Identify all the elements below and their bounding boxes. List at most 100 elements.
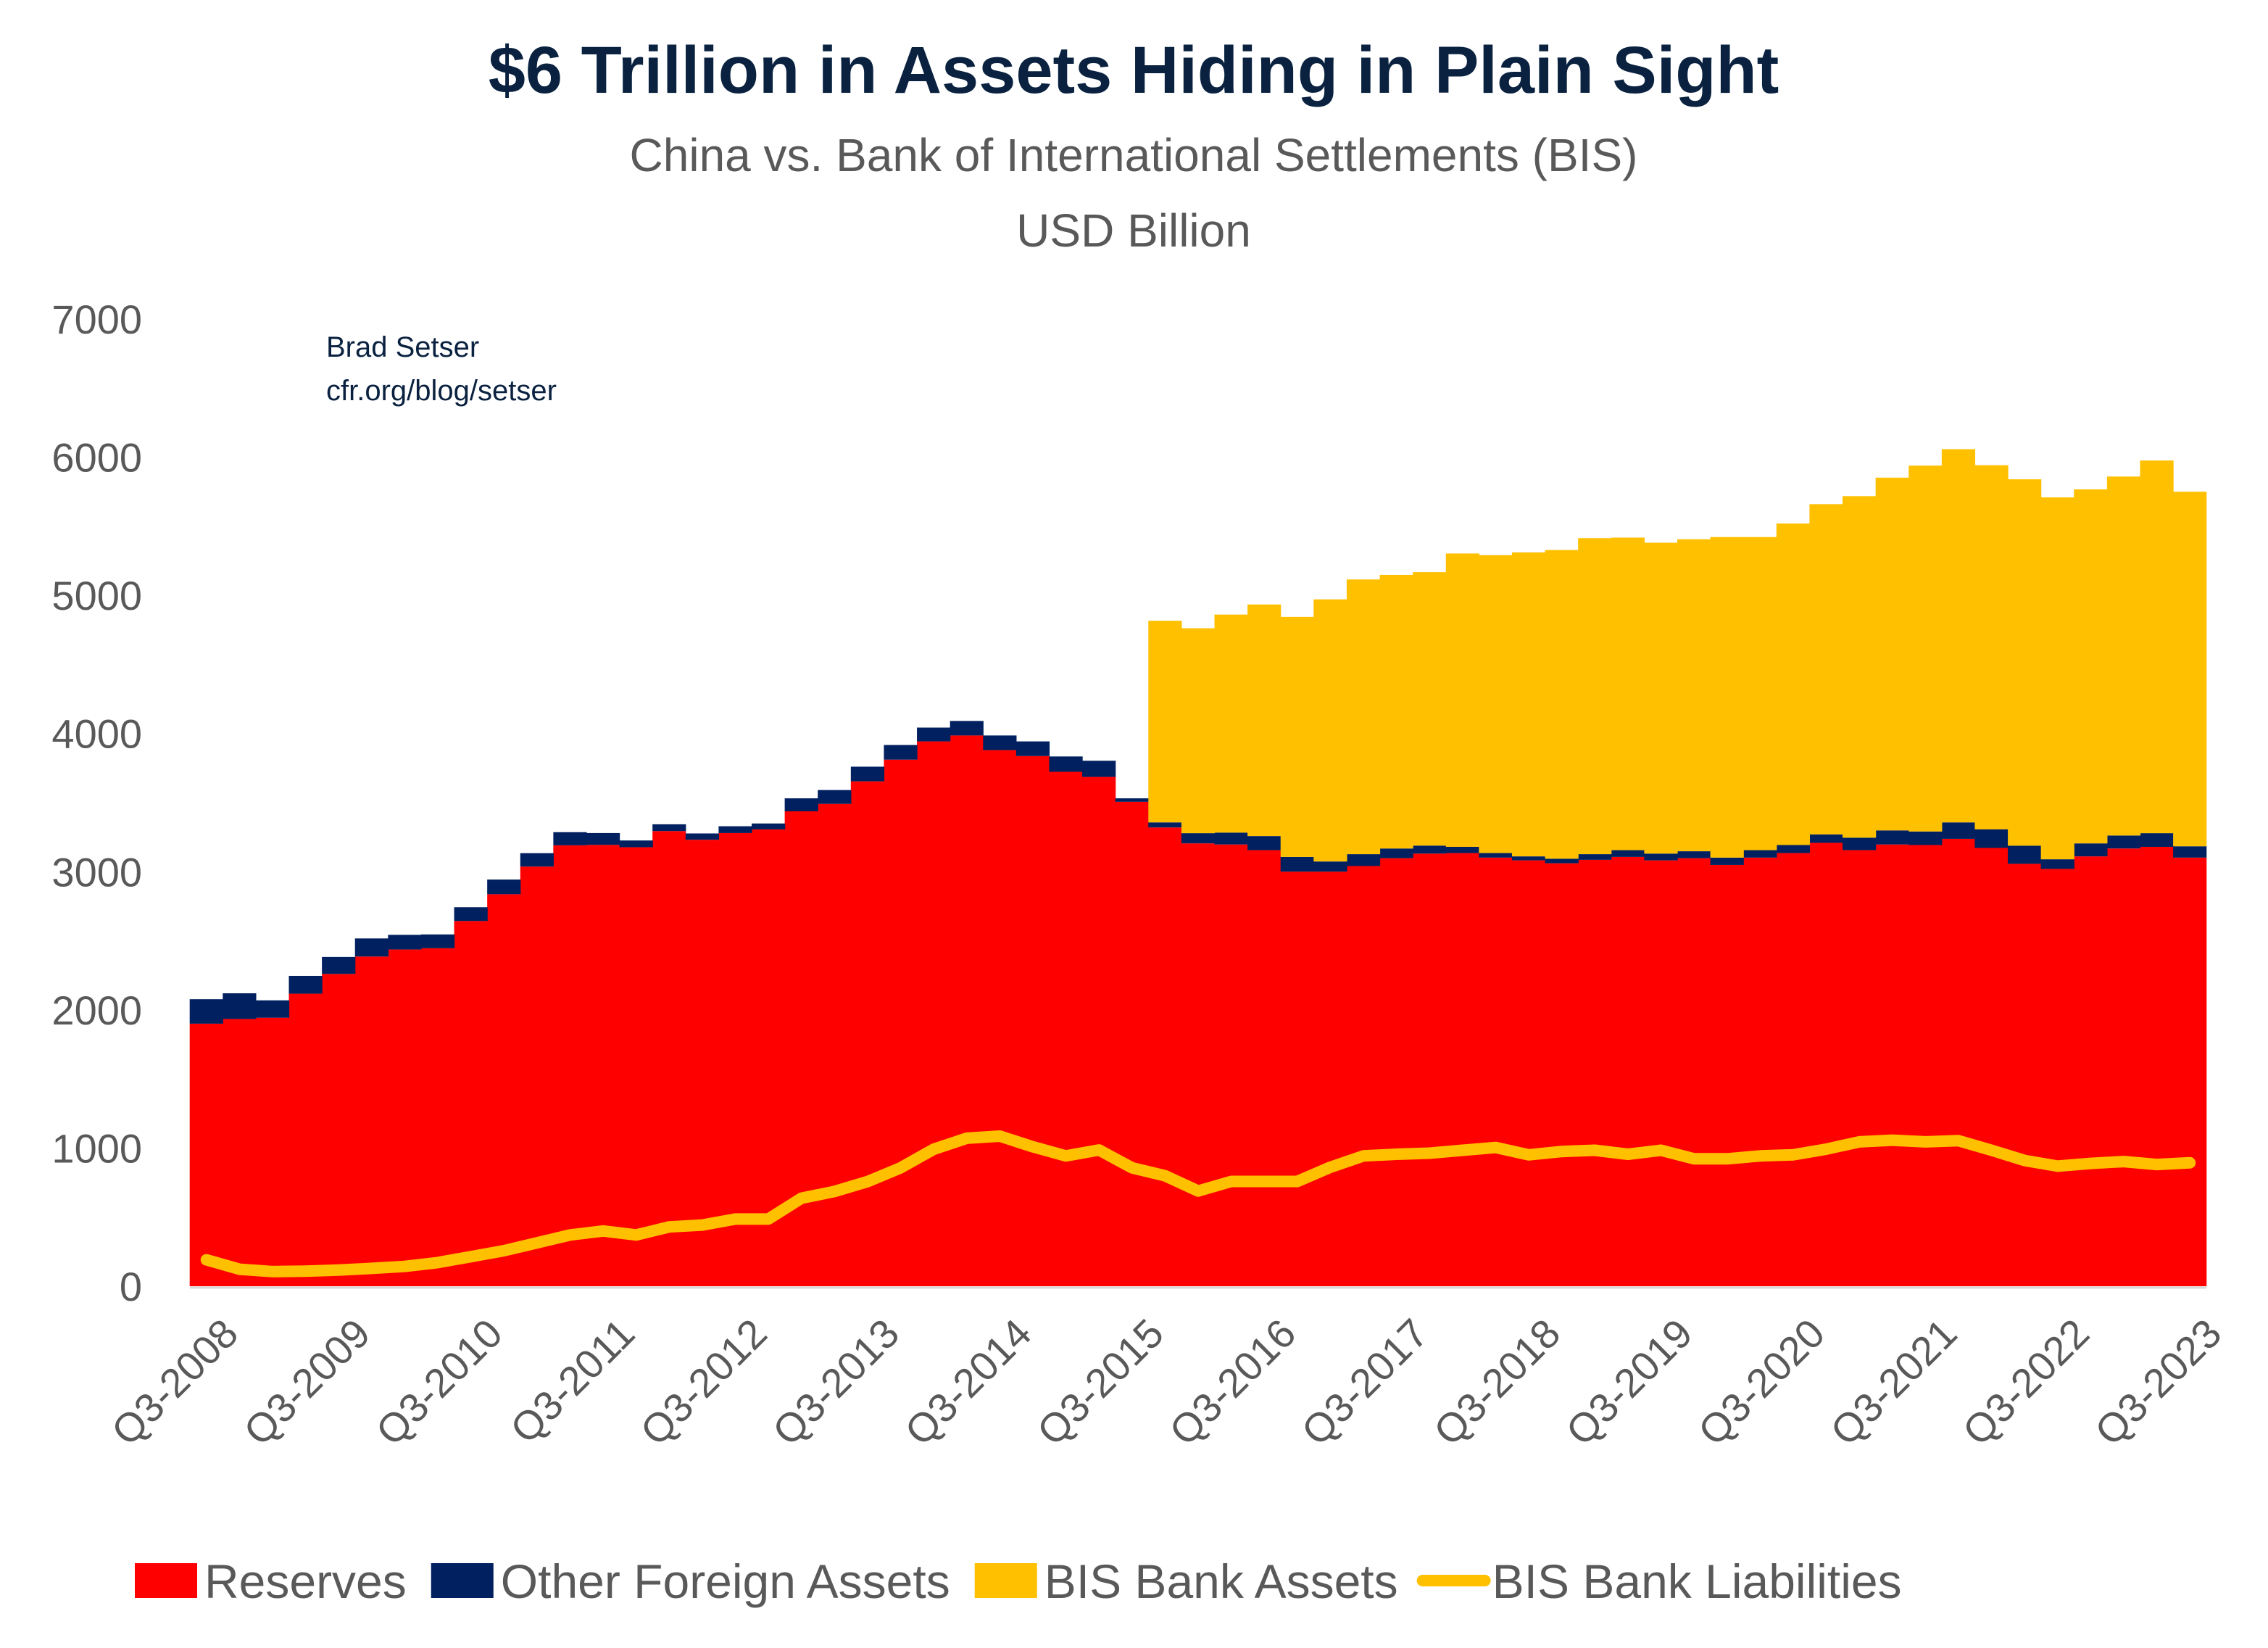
other-foreign-assets-bar	[1545, 858, 1579, 864]
other-foreign-assets-bar	[917, 727, 951, 742]
y-tick-label: 2000	[51, 987, 142, 1033]
reserves-bar	[388, 949, 422, 1286]
reserves-bar	[1974, 848, 2009, 1286]
other-foreign-assets-bar	[1677, 851, 1711, 858]
x-tick-label: Q3-2020	[1690, 1310, 1834, 1454]
legend-label: Reserves	[204, 1554, 407, 1608]
other-foreign-assets-bar	[1346, 854, 1381, 866]
bis-bank-assets-bar	[1908, 465, 1943, 832]
legend-swatch	[135, 1563, 197, 1598]
bis-bank-assets-bar	[1511, 552, 1546, 857]
reserves-bar	[2106, 848, 2141, 1286]
other-foreign-assets-bar	[2040, 859, 2074, 869]
x-tick-label: Q3-2022	[1953, 1310, 2098, 1454]
other-foreign-assets-bar	[1875, 830, 1909, 845]
other-foreign-assets-bar	[752, 823, 786, 829]
other-foreign-assets-bar	[2074, 843, 2108, 857]
other-foreign-assets-bar	[2140, 833, 2174, 847]
reserves-bar	[1479, 857, 1513, 1286]
bis-bank-assets-bar	[1445, 553, 1479, 847]
reserves-bar	[586, 845, 620, 1286]
other-foreign-assets-bar	[487, 879, 521, 895]
reserves-bar	[553, 845, 587, 1286]
other-foreign-assets-bar	[2173, 846, 2207, 858]
reserves-bar	[2040, 869, 2074, 1286]
legend-item-other-foreign-assets: Other Foreign Assets	[431, 1554, 950, 1608]
x-tick-label: Q3-2021	[1822, 1310, 1966, 1454]
other-foreign-assets-bar	[1809, 834, 1843, 843]
plot-area	[189, 449, 2207, 1289]
other-foreign-assets-bar	[1908, 831, 1943, 845]
reserves-bar	[288, 993, 323, 1286]
reserves-bar	[784, 811, 818, 1286]
bis-bank-assets-bar	[1776, 523, 1811, 845]
reserves-bar	[1677, 858, 1711, 1286]
other-foreign-assets-bar	[454, 907, 488, 922]
other-foreign-assets-bar	[420, 934, 455, 948]
reserves-bar	[1511, 860, 1546, 1286]
bis-bank-assets-bar	[1677, 539, 1711, 852]
reserves-bar	[1049, 771, 1083, 1286]
legend-swatch	[431, 1563, 494, 1598]
reserves-bar	[884, 759, 918, 1286]
x-tick-label: Q3-2009	[235, 1310, 379, 1454]
y-tick-label: 4000	[51, 711, 142, 757]
other-foreign-assets-bar	[652, 824, 686, 832]
other-foreign-assets-bar	[1941, 822, 1976, 839]
bis-bank-assets-bar	[1247, 604, 1282, 837]
other-foreign-assets-bar	[1776, 845, 1811, 853]
reserves-bar	[1941, 838, 1976, 1286]
bis-bank-assets-bar	[2173, 492, 2207, 847]
legend-label: BIS Bank Liabilities	[1492, 1554, 1902, 1608]
legend-label: BIS Bank Assets	[1044, 1554, 1398, 1608]
other-foreign-assets-bar	[1843, 837, 1877, 850]
other-foreign-assets-bar	[255, 1000, 290, 1018]
reserves-bar	[454, 921, 488, 1286]
bis-bank-assets-bar	[1413, 572, 1447, 846]
reserves-bar	[1413, 853, 1447, 1286]
other-foreign-assets-bar	[950, 721, 984, 736]
legend-item-bis-bank-liabilities: BIS Bank Liabilities	[1416, 1554, 1902, 1608]
other-foreign-assets-bar	[1644, 853, 1678, 861]
bis-bank-assets-bar	[1545, 550, 1579, 859]
other-foreign-assets-bar	[850, 766, 885, 782]
other-foreign-assets-bar	[1413, 845, 1447, 854]
bis-bank-assets-bar	[2106, 476, 2141, 836]
other-foreign-assets-bar	[1214, 832, 1248, 845]
reserves-bar	[189, 1023, 223, 1286]
legend: Reserves Other Foreign Assets BIS Bank Ass…	[135, 1554, 1902, 1608]
x-tick-label: Q3-2016	[1160, 1310, 1305, 1454]
bis-bank-assets-bar	[2040, 497, 2074, 860]
reserves-bar	[983, 750, 1017, 1286]
bis-bank-liabilities-line	[200, 1130, 2196, 1278]
x-tick-label: Q3-2011	[502, 1310, 644, 1452]
reserves-bar	[1743, 857, 1777, 1286]
y-tick-label: 7000	[51, 297, 142, 342]
reserves-bar	[1214, 844, 1248, 1286]
reserves-bar	[652, 831, 686, 1286]
other-foreign-assets-bar	[1445, 846, 1479, 853]
reserves-bar	[1280, 871, 1314, 1286]
x-tick-label: Q3-2012	[631, 1310, 776, 1454]
x-tick-label: Q3-2017	[1292, 1310, 1437, 1454]
bis-bank-assets-bar	[1611, 537, 1645, 850]
x-tick-label: Q3-2018	[1425, 1310, 1569, 1454]
bis-bank-assets-bar	[1875, 477, 1909, 831]
reserves-bar	[818, 803, 852, 1286]
reserves-bar	[685, 840, 720, 1286]
reserves-bar	[718, 832, 752, 1286]
other-foreign-assets-bar	[223, 993, 257, 1019]
bis-bank-assets-bar	[1346, 579, 1381, 855]
other-foreign-assets-bar	[1578, 854, 1612, 860]
x-tick-label: Q3-2014	[896, 1310, 1040, 1454]
reserves-bar	[1776, 853, 1811, 1286]
y-tick-label: 1000	[51, 1125, 142, 1171]
other-foreign-assets-bar	[818, 790, 852, 804]
other-foreign-assets-bar	[322, 956, 356, 974]
bis-bank-assets-bar	[2008, 479, 2042, 846]
bis-bank-assets-bar	[1809, 504, 1843, 835]
annotation-author: Brad Setser	[326, 331, 479, 363]
reserves-bar	[1082, 777, 1116, 1286]
other-foreign-assets-bar	[1280, 856, 1314, 872]
